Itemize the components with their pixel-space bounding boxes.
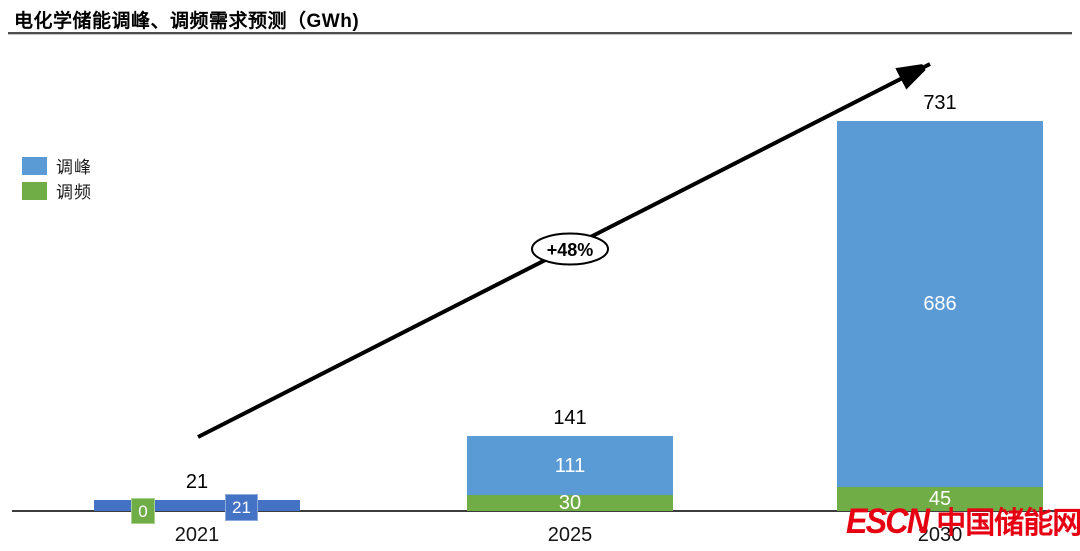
legend-item-peak: 调峰 — [22, 153, 92, 178]
legend-label-peak: 调峰 — [56, 158, 92, 177]
data-label-chip-peak-2021: 21 — [225, 494, 258, 521]
bar-value-label-peak-2030: 686 — [923, 293, 957, 315]
x-axis-line — [12, 510, 1070, 512]
watermark: ESCN 中国储能网 — [846, 504, 1080, 539]
tick-label-2030: 2030 — [917, 524, 963, 546]
bar-segment-freq-2025: 30 — [467, 492, 673, 514]
watermark-latin: ESCN — [846, 502, 930, 541]
bar-segment-peak-2021 — [94, 500, 300, 511]
title-underline — [8, 32, 1072, 34]
bar-segment-peak-2030: 686 — [837, 121, 1043, 487]
bar-total-label-2025: 141 — [553, 407, 587, 429]
legend-label-freq: 调频 — [56, 183, 92, 202]
bar-total-label-2030: 731 — [923, 92, 957, 114]
growth-annotation-text: +48% — [547, 240, 594, 260]
growth-annotation-ellipse — [531, 232, 609, 266]
legend: 调峰 调频 — [22, 153, 92, 203]
legend-swatch-freq-icon — [22, 181, 47, 200]
tick-label-2021: 2021 — [174, 524, 220, 546]
bar-value-label-freq-2025: 30 — [558, 492, 582, 514]
bar-group-2025: 141 111 30 — [467, 396, 673, 514]
bar-value-label-peak-2025: 111 — [554, 454, 586, 477]
legend-item-freq: 调频 — [22, 178, 92, 203]
chart-title: 电化学储能调峰、调频需求预测（GWh) — [14, 11, 360, 32]
bar-stack-2030: 686 45 — [837, 121, 1043, 511]
bar-total-label-2021: 21 — [185, 471, 209, 493]
bar-segment-freq-2030: 45 — [837, 487, 1043, 511]
bar-stack-2025: 111 30 — [467, 436, 673, 514]
data-label-chip-freq-2021: 0 — [131, 498, 155, 524]
growth-arrow-line — [197, 62, 931, 439]
title-underline-shadow — [8, 34, 1072, 35]
bar-stack-2021 — [94, 500, 300, 511]
bar-value-label-freq-2030: 45 — [928, 488, 952, 510]
watermark-cjk: 中国储能网 — [936, 507, 1080, 540]
legend-swatch-peak-icon — [22, 156, 47, 175]
tick-label-2025: 2025 — [547, 524, 593, 546]
bar-group-2021: 21 — [94, 460, 300, 511]
bar-segment-peak-2025: 111 — [467, 436, 673, 495]
bar-group-2030: 731 686 45 — [837, 81, 1043, 511]
